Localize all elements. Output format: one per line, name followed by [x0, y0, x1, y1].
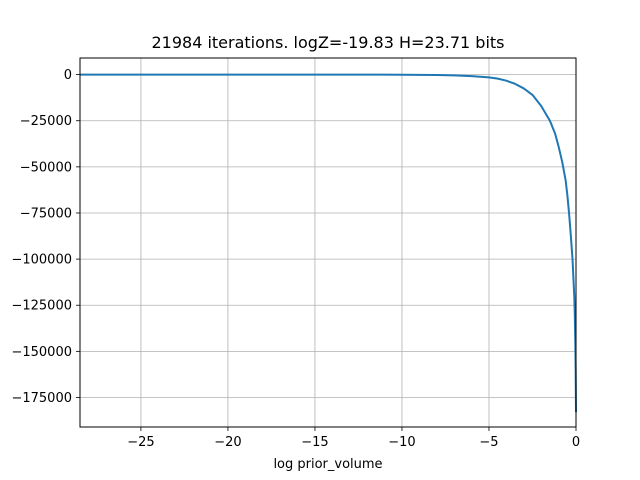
- ticks: −25 −20 −15 −10 −5 0 0 −25000 −50000 −75000 −10000…: [11, 68, 580, 450]
- y-tick-label: −150000: [11, 345, 72, 360]
- x-tick-label: −25: [127, 435, 154, 450]
- x-tick-label: −15: [301, 435, 328, 450]
- y-tick-label: −75000: [20, 206, 72, 221]
- y-tick-label: −25000: [20, 114, 72, 129]
- y-tick-label: −175000: [11, 391, 72, 406]
- y-tick-label: −125000: [11, 299, 72, 314]
- x-tick-label: 0: [572, 435, 580, 450]
- x-tick-label: −20: [214, 435, 241, 450]
- x-tick-label: −10: [388, 435, 415, 450]
- x-axis-label: log prior_volume: [273, 457, 382, 472]
- series-layer: [80, 73, 577, 413]
- y-tick-label: 0: [64, 68, 72, 83]
- series-line: [80, 73, 577, 413]
- plot-frame: [79, 57, 577, 428]
- x-tick-label: −5: [479, 435, 498, 450]
- y-tick-label: −100000: [11, 253, 72, 268]
- chart-title: 21984 iterations. logZ=-19.83 H=23.71 bi…: [151, 33, 504, 52]
- y-tick-label: −50000: [20, 160, 72, 175]
